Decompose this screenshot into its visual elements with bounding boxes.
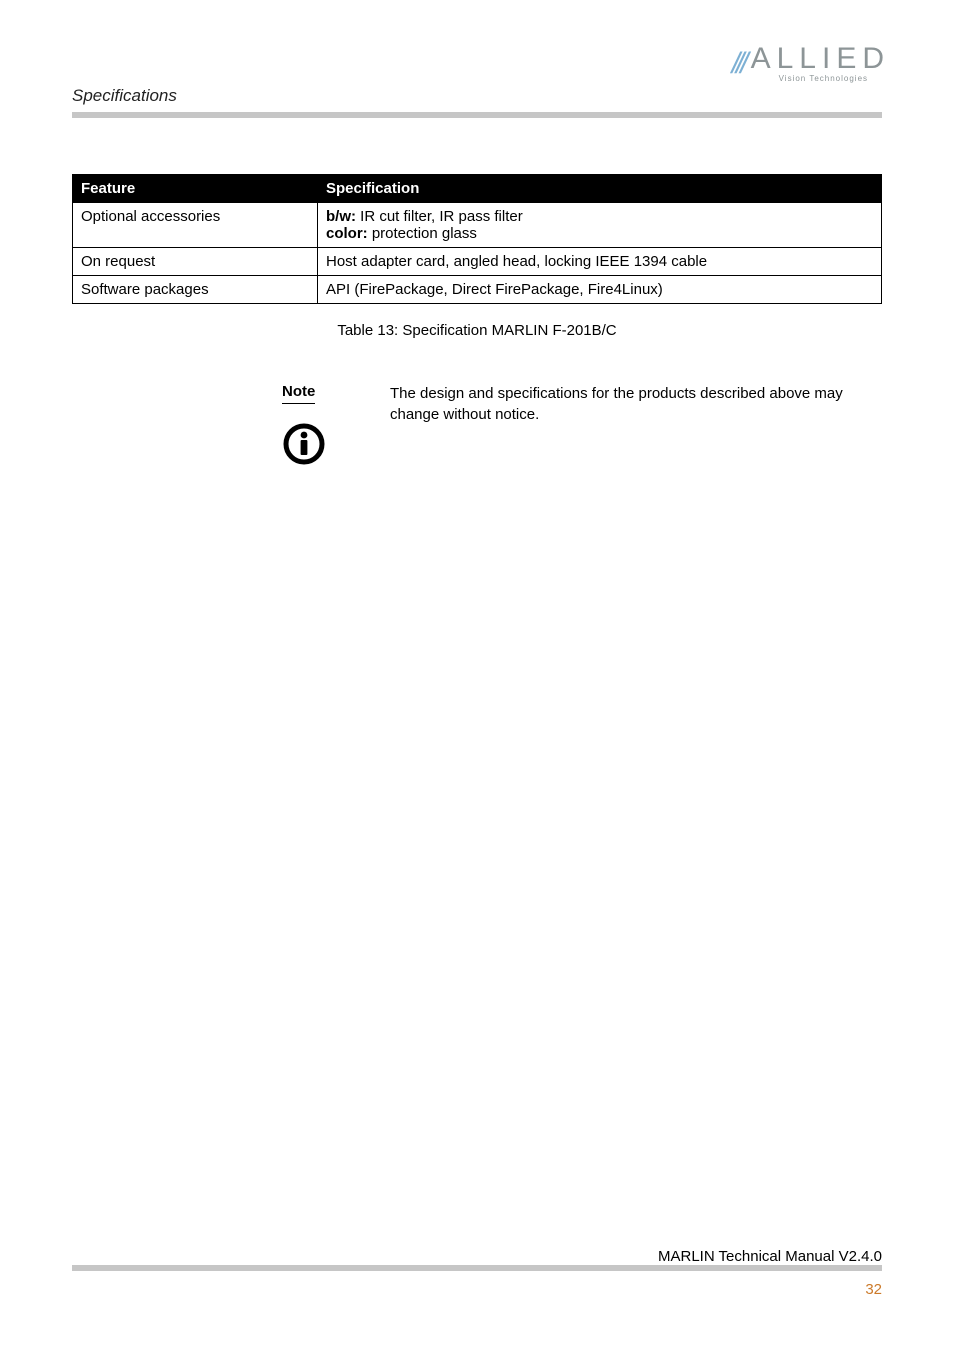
cell-feature: On request [73,248,318,276]
cell-spec: b/w: IR cut filter, IR pass filter color… [318,203,882,248]
footer-manual: MARLIN Technical Manual V2.4.0 [72,1248,882,1265]
brand-logo: /// ALLIED Vision Technologies [732,44,890,83]
footer-rule [72,1265,882,1271]
spec-table: Feature Specification Optional accessori… [72,174,882,304]
note-block: Note The design and specifications for t… [282,383,872,471]
table-caption: Table 13: Specification MARLIN F-201B/C [72,322,882,339]
table-header-row: Feature Specification [73,175,882,203]
logo-main-text: ALLIED [751,44,890,74]
col-feature: Feature [73,175,318,203]
logo-sub-text: Vision Technologies [779,75,890,83]
note-text: The design and specifications for the pr… [390,383,872,425]
page-footer: MARLIN Technical Manual V2.4.0 32 [72,1270,882,1298]
table-row: Software packages API (FirePackage, Dire… [73,276,882,304]
page-header: Specifications /// ALLIED Vision Technol… [72,0,882,112]
header-rule [72,112,882,118]
col-spec: Specification [318,175,882,203]
table-row: Optional accessories b/w: IR cut filter,… [73,203,882,248]
logo-slashes-icon: /// [732,47,745,81]
cell-spec: Host adapter card, angled head, locking … [318,248,882,276]
section-title: Specifications [72,86,177,106]
note-label: Note [282,383,315,404]
table-row: On request Host adapter card, angled hea… [73,248,882,276]
cell-feature: Software packages [73,276,318,304]
page-number: 32 [72,1281,882,1298]
info-icon [282,422,342,471]
cell-spec: API (FirePackage, Direct FirePackage, Fi… [318,276,882,304]
cell-feature: Optional accessories [73,203,318,248]
